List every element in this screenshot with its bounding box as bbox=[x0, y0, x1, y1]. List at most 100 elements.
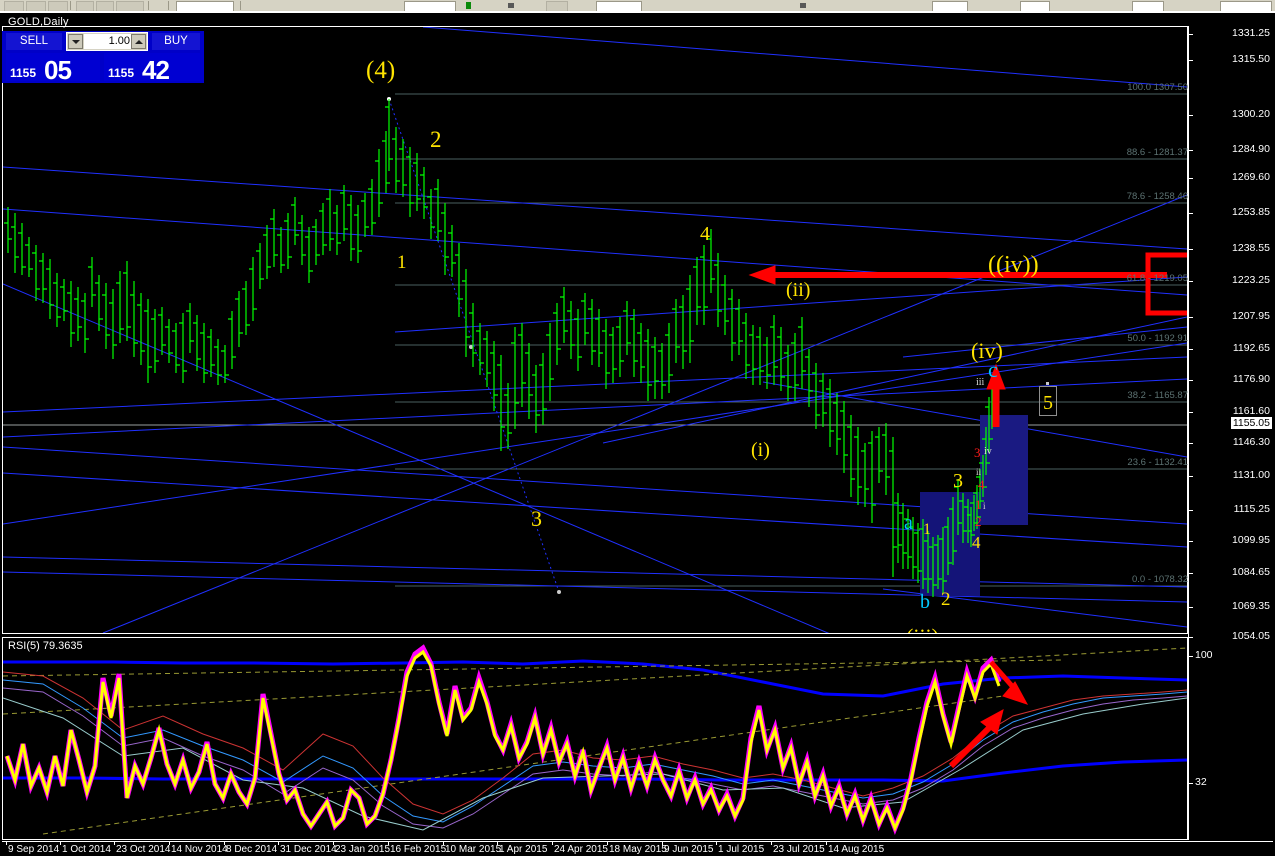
wave-label[interactable]: (i) bbox=[751, 439, 770, 461]
price-tick-label: 1176.90 bbox=[1232, 373, 1270, 385]
date-tick-label: 1 Oct 2014 bbox=[62, 844, 111, 855]
date-tick-label: 9 Jun 2015 bbox=[664, 844, 714, 855]
toolbar-button[interactable] bbox=[508, 3, 514, 8]
date-tick-label: 16 Feb 2015 bbox=[390, 844, 447, 855]
price-tick-label: 1084.65 bbox=[1232, 566, 1270, 578]
buy-price-display[interactable]: 1155 42 bbox=[104, 53, 200, 85]
rsi-indicator-pane[interactable]: RSI(5) 79.3635 bbox=[2, 637, 1188, 840]
wave-label[interactable]: (iv) bbox=[971, 338, 1003, 363]
lot-size-stepper[interactable]: 1.00 bbox=[66, 32, 148, 51]
price-tick-mark bbox=[1189, 637, 1193, 638]
date-tick-label: 23 Jan 2015 bbox=[335, 844, 391, 855]
toolbar-play-icon[interactable] bbox=[466, 2, 471, 9]
subwave-label[interactable]: 2 bbox=[975, 514, 982, 529]
toolbar-separator bbox=[240, 1, 241, 10]
chevron-up-icon bbox=[135, 40, 143, 44]
date-tick-label: 23 Oct 2014 bbox=[116, 844, 171, 855]
date-tick-label: 31 Dec 2014 bbox=[280, 844, 337, 855]
subwave-label[interactable]: 4 bbox=[978, 477, 985, 492]
date-tick-label: 18 May 2015 bbox=[609, 844, 667, 855]
wave-label[interactable]: 1 bbox=[397, 252, 407, 273]
wave-label[interactable]: 4 bbox=[700, 223, 710, 245]
selected-text-object-box[interactable] bbox=[1039, 386, 1057, 416]
rsi-trendlines bbox=[3, 647, 1187, 835]
oct-top-row: SELL 1.00 BUY bbox=[2, 31, 204, 52]
toolbar[interactable] bbox=[0, 0, 1275, 12]
date-tick-label: 10 Mar 2015 bbox=[445, 844, 502, 855]
trendline-anchor bbox=[557, 590, 561, 594]
wave-label[interactable]: (ii) bbox=[786, 279, 811, 301]
price-tick-label: 1099.95 bbox=[1232, 534, 1270, 546]
price-tick-label: 1192.65 bbox=[1232, 342, 1270, 354]
price-tick-label: 1131.00 bbox=[1232, 469, 1270, 481]
wave-label[interactable]: 5 bbox=[1043, 392, 1053, 414]
sell-price-display[interactable]: 1155 05 bbox=[6, 53, 100, 85]
subwave-label[interactable]: 1 bbox=[975, 497, 982, 512]
lot-size-input[interactable]: 1.00 bbox=[84, 34, 132, 49]
subwave-label[interactable]: ii bbox=[976, 467, 982, 477]
price-tick-mark bbox=[1189, 213, 1193, 214]
lot-decrement-button[interactable] bbox=[68, 34, 83, 49]
rsi-chart-canvas bbox=[3, 644, 1187, 836]
text-object-handle[interactable] bbox=[1046, 382, 1049, 385]
chevron-down-icon bbox=[72, 40, 80, 44]
one-click-trading-panel[interactable]: SELL 1.00 BUY 1155 05 1155 42 bbox=[2, 31, 204, 85]
date-tick-label: 1 Jul 2015 bbox=[718, 844, 765, 855]
sell-price-pips: 05 bbox=[44, 55, 72, 85]
date-tick-label: 14 Aug 2015 bbox=[828, 844, 885, 855]
wave-label[interactable]: (4) bbox=[366, 57, 396, 84]
wave-label[interactable]: a bbox=[904, 512, 913, 534]
buy-price-big-figure: 1155 bbox=[108, 66, 135, 80]
toolbar-button[interactable] bbox=[800, 3, 806, 8]
subwave-label[interactable]: iii bbox=[976, 377, 985, 388]
price-tick-mark bbox=[1189, 573, 1193, 574]
wave-label[interactable]: 1 bbox=[923, 521, 931, 538]
wave-label[interactable]: 2 bbox=[430, 127, 442, 152]
price-axis[interactable]: 1331.25 1315.50 1300.20 1284.90 1269.60 1253.… bbox=[1188, 26, 1273, 855]
date-tick-label: 23 Jul 2015 bbox=[773, 844, 825, 855]
date-tick-label: 9 Sep 2014 bbox=[8, 844, 60, 855]
subwave-label[interactable]: 3 bbox=[974, 445, 981, 460]
highlight-rectangle bbox=[980, 415, 1028, 525]
wave-label[interactable]: 4 bbox=[972, 533, 981, 552]
price-tick-mark bbox=[1189, 541, 1193, 542]
price-tick-label: 1161.60 bbox=[1232, 405, 1270, 417]
current-price-tag: 1155.05 bbox=[1230, 417, 1272, 429]
price-tick-mark bbox=[1189, 249, 1193, 250]
date-axis[interactable]: 9 Sep 2014 1 Oct 2014 23 Oct 2014 14 Nov 20… bbox=[2, 841, 1273, 856]
wave-label[interactable]: 3 bbox=[953, 470, 963, 492]
wave-label[interactable]: ((iv)) bbox=[988, 252, 1039, 278]
price-tick-label: 1253.85 bbox=[1232, 206, 1270, 218]
wave-label[interactable]: c bbox=[988, 357, 998, 382]
chart-symbol-label: GOLD,Daily bbox=[8, 16, 69, 28]
chart-frame: (4)214((iv))(ii)(iv)c5(i)33a14b2(iii)iii… bbox=[0, 11, 1275, 856]
wave-label[interactable]: 3 bbox=[531, 506, 542, 531]
toolbar-separator bbox=[70, 1, 71, 10]
price-tick-mark bbox=[1189, 380, 1193, 381]
price-tick-label: 1331.25 bbox=[1232, 27, 1270, 39]
price-tick-label: 1284.90 bbox=[1232, 143, 1270, 155]
subwave-label[interactable]: iv bbox=[984, 446, 992, 457]
buy-button[interactable]: BUY bbox=[152, 33, 200, 50]
rsi-divergence-arrows bbox=[948, 660, 1029, 769]
wave-label[interactable]: 2 bbox=[941, 589, 951, 610]
subwave-label[interactable]: i bbox=[983, 501, 986, 511]
price-tick-mark bbox=[1189, 60, 1193, 61]
target-arrow-iv bbox=[748, 265, 1167, 285]
price-tick-mark bbox=[1189, 115, 1193, 116]
price-tick-mark bbox=[1189, 317, 1193, 318]
price-tick-label: 1115.25 bbox=[1233, 503, 1270, 515]
price-tick-label: 1315.50 bbox=[1232, 53, 1270, 65]
price-tick-mark bbox=[1189, 510, 1193, 511]
price-chart-pane[interactable]: (4)214((iv))(ii)(iv)c5(i)33a14b2(iii)iii… bbox=[2, 26, 1188, 634]
rsi-indicator-label: RSI(5) 79.3635 bbox=[8, 640, 83, 652]
rsi-tick-label: 32 bbox=[1195, 776, 1207, 788]
price-tick-label: 1207.95 bbox=[1232, 310, 1270, 322]
wave-label[interactable]: (iii) bbox=[906, 624, 939, 633]
wave-label[interactable]: b bbox=[920, 591, 930, 613]
lot-increment-button[interactable] bbox=[131, 34, 146, 49]
price-tick-mark bbox=[1189, 607, 1193, 608]
date-tick-label: 14 Nov 2014 bbox=[171, 844, 228, 855]
projection-arrow-up bbox=[986, 363, 1006, 427]
sell-button[interactable]: SELL bbox=[6, 33, 62, 50]
